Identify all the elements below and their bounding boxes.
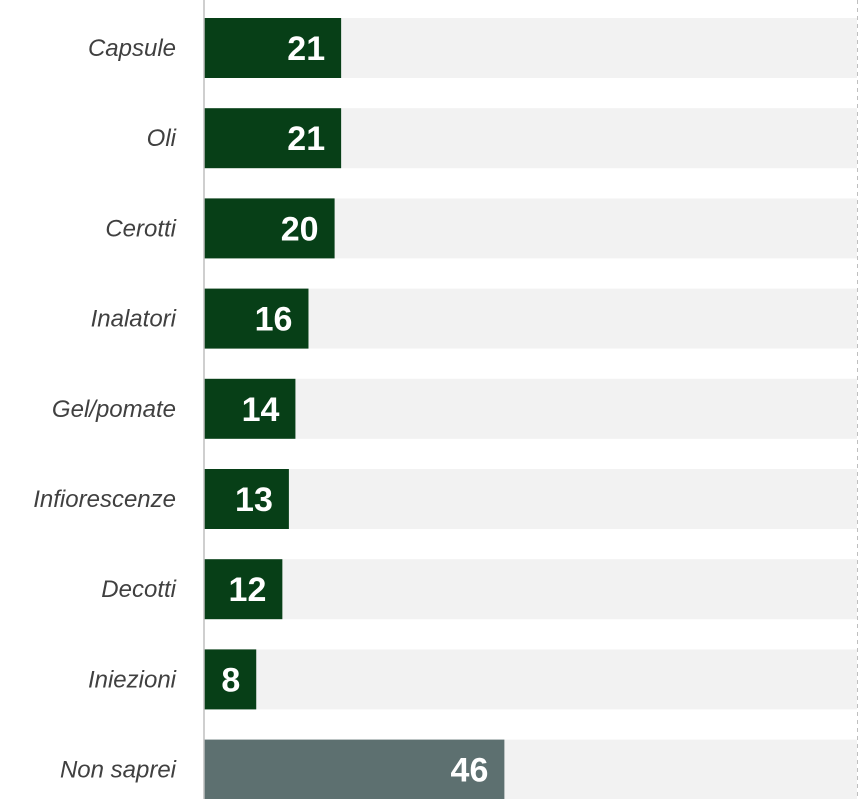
- value-label: 16: [255, 301, 293, 339]
- value-label: 14: [242, 391, 280, 429]
- bar-cerotti: [204, 198, 335, 259]
- category-label: Non saprei: [60, 757, 177, 784]
- bar-track: [204, 559, 857, 620]
- category-label: Inalatori: [91, 306, 177, 333]
- bar-track: [204, 288, 857, 349]
- bar-track: [204, 649, 857, 710]
- bar-decotti: [204, 559, 283, 620]
- category-label: Oli: [147, 125, 177, 152]
- bar-track: [204, 469, 857, 529]
- category-label: Infiorescenze: [33, 486, 176, 513]
- category-label: Iniezioni: [88, 666, 177, 693]
- value-label: 8: [221, 661, 240, 699]
- value-label: 13: [235, 481, 273, 519]
- category-label: Cerotti: [105, 215, 176, 242]
- bar-oli: [204, 108, 342, 169]
- value-label: 12: [229, 571, 267, 609]
- bar-iniezioni: [204, 649, 257, 710]
- bar-capsule: [204, 18, 342, 78]
- bar-inalatori: [204, 288, 309, 349]
- bar-track: [204, 378, 857, 439]
- category-label: Decotti: [101, 576, 176, 603]
- bar-infiorescenze: [204, 469, 289, 529]
- value-label: 21: [287, 30, 325, 68]
- value-label: 20: [281, 210, 319, 248]
- category-label: Gel/pomate: [52, 396, 176, 423]
- value-label: 46: [451, 752, 489, 790]
- value-label: 21: [287, 120, 325, 158]
- bar-gel-pomate: [204, 378, 296, 439]
- bar-non-saprei: [204, 739, 505, 799]
- category-label: Capsule: [88, 35, 176, 62]
